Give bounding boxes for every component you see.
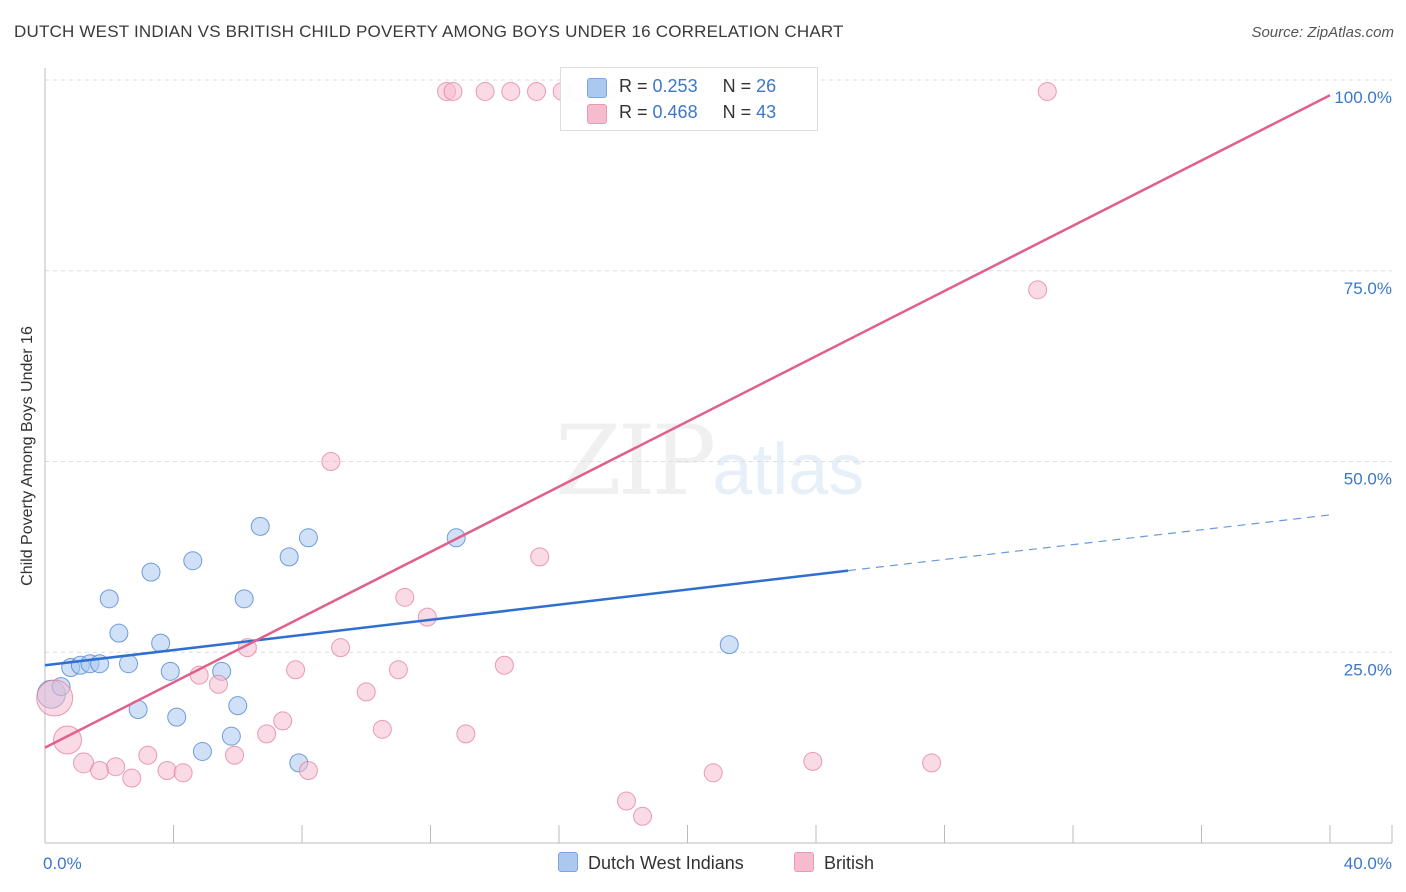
point-british <box>225 745 245 765</box>
legend-n-value: 26 <box>756 76 777 96</box>
point-british <box>286 660 306 680</box>
legend-n-label: N = <box>722 76 752 96</box>
point-british <box>501 81 521 101</box>
point-dutch-west-indians <box>234 589 254 609</box>
x-tick-label: 0.0% <box>43 854 82 873</box>
point-british <box>372 719 392 739</box>
point-british <box>703 763 723 783</box>
series-legend-dutch-west-indians: Dutch West Indians <box>558 852 744 876</box>
trendline-dutch-west-indians-extrapolated <box>848 514 1331 572</box>
legend-r-value: 0.468 <box>652 102 698 122</box>
legend-r-label: R = <box>619 76 648 96</box>
chart-title: DUTCH WEST INDIAN VS BRITISH CHILD POVER… <box>14 22 844 41</box>
point-dutch-west-indians <box>167 707 187 727</box>
point-british <box>298 761 318 781</box>
legend-stats-british: R = 0.468 N = 43 <box>619 102 776 123</box>
series-legend-british: British <box>794 852 874 876</box>
point-british <box>90 761 110 781</box>
point-dutch-west-indians <box>141 562 161 582</box>
point-british <box>388 660 408 680</box>
legend-swatch-dutch-west-indians <box>587 78 607 98</box>
point-british <box>1037 81 1057 101</box>
point-british <box>417 607 437 627</box>
point-dutch-west-indians <box>279 547 299 567</box>
point-british <box>1028 280 1048 300</box>
y-tick-label: 100.0% <box>1334 88 1392 107</box>
point-dutch-west-indians <box>99 589 119 609</box>
correlation-legend: R = 0.253 N = 26 R = 0.468 N = 43 <box>560 67 818 131</box>
point-british <box>456 724 476 744</box>
point-british <box>36 679 74 717</box>
point-dutch-west-indians <box>228 696 248 716</box>
point-british <box>803 751 823 771</box>
point-british <box>208 674 228 694</box>
watermark-atlas: atlas <box>712 430 865 510</box>
point-dutch-west-indians <box>109 623 129 643</box>
point-british <box>273 711 293 731</box>
point-british <box>321 452 341 471</box>
source-credit: Source: ZipAtlas.com <box>1251 24 1394 41</box>
point-british <box>73 752 95 774</box>
legend-n-value: 43 <box>756 102 777 122</box>
series-label-dutch-west-indians: Dutch West Indians <box>588 853 744 873</box>
point-dutch-west-indians <box>719 635 739 655</box>
trendline-british <box>44 94 1331 749</box>
point-dutch-west-indians <box>192 741 212 761</box>
point-dutch-west-indians <box>250 516 270 536</box>
point-british <box>395 587 415 607</box>
point-british <box>527 81 547 101</box>
point-dutch-west-indians <box>160 661 180 681</box>
point-british <box>106 757 126 777</box>
series-label-british: British <box>824 853 875 873</box>
point-dutch-west-indians <box>298 528 318 548</box>
y-tick-label: 25.0% <box>1344 660 1392 679</box>
point-british <box>922 753 942 773</box>
legend-n-label: N = <box>722 102 752 122</box>
point-british <box>633 806 653 826</box>
trendline-dutch-west-indians <box>44 569 849 667</box>
point-british <box>475 81 495 101</box>
point-british <box>356 682 376 702</box>
legend-r-value: 0.253 <box>652 76 698 96</box>
point-british <box>122 768 142 788</box>
point-british <box>257 724 277 744</box>
point-british <box>530 547 550 567</box>
point-dutch-west-indians <box>119 654 139 674</box>
point-dutch-west-indians <box>151 633 171 653</box>
series-swatch-dutch-west-indians <box>558 852 578 872</box>
point-dutch-west-indians <box>183 551 203 571</box>
point-dutch-west-indians <box>221 726 241 746</box>
legend-stats-dutch-west-indians: R = 0.253 N = 26 <box>619 76 776 97</box>
series-swatch-british <box>794 852 814 872</box>
point-british <box>331 638 351 658</box>
x-tick-label: 40.0% <box>1344 854 1392 873</box>
y-tick-label: 50.0% <box>1344 470 1392 489</box>
y-tick-label: 75.0% <box>1344 279 1392 298</box>
legend-swatch-british <box>587 104 607 124</box>
point-british <box>173 763 193 783</box>
point-british <box>494 655 514 675</box>
point-british <box>443 81 463 101</box>
point-british <box>157 761 177 781</box>
point-british <box>616 791 636 811</box>
legend-r-label: R = <box>619 102 648 122</box>
point-british <box>138 745 158 765</box>
